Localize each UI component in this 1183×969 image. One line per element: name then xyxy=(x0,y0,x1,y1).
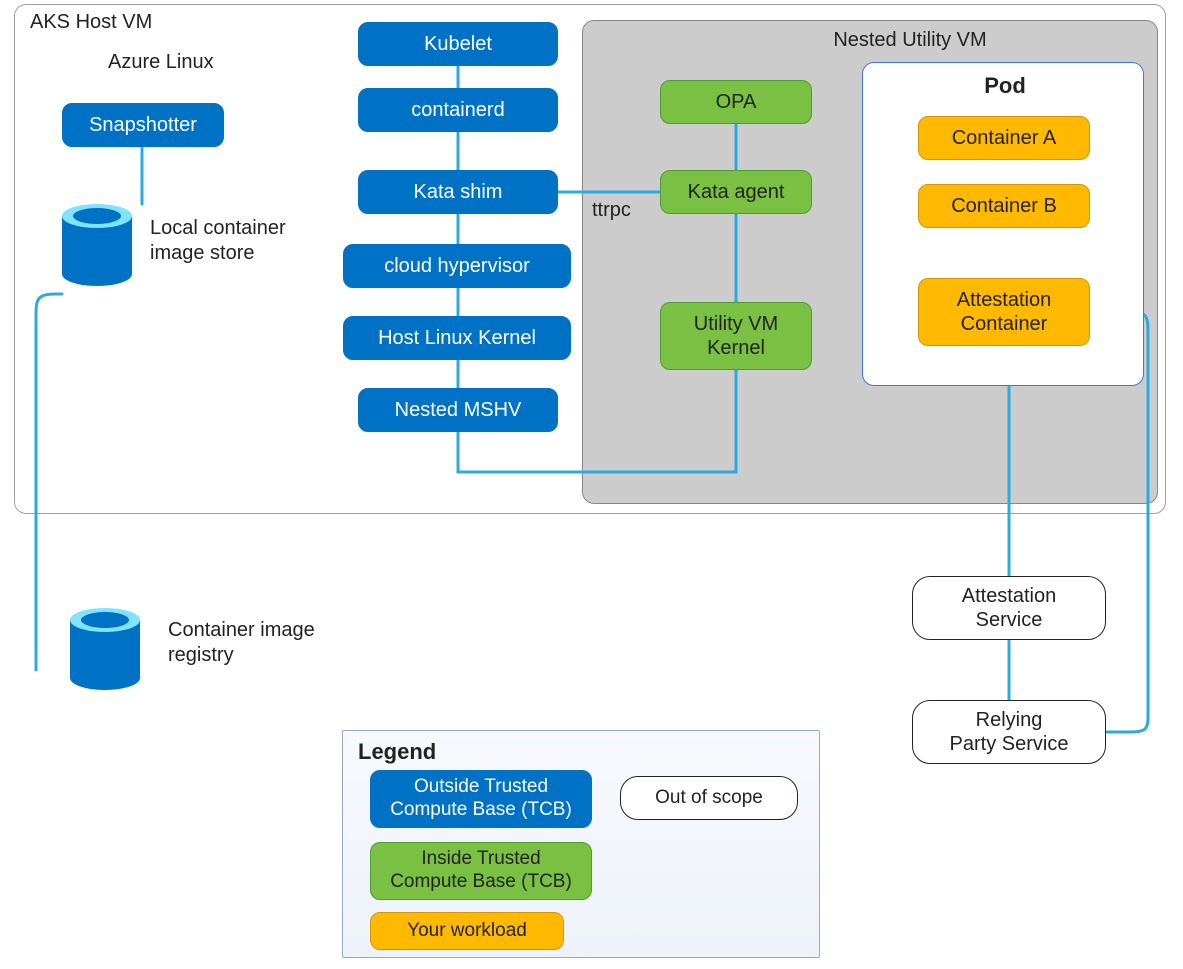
ttrpc-label: ttrpc xyxy=(592,198,631,223)
registry-cylinder-icon xyxy=(70,608,140,690)
utility-vm-kernel-node: Utility VM Kernel xyxy=(660,302,812,370)
opa-node: OPA xyxy=(660,80,812,124)
containerd-node: containerd xyxy=(358,88,558,132)
legend-inside-tcb: Inside Trusted Compute Base (TCB) xyxy=(370,842,592,900)
container-registry-label: Container image registry xyxy=(168,618,315,668)
attestation-service-node: Attestation Service xyxy=(912,576,1106,640)
container-b-node: Container B xyxy=(918,184,1090,228)
host-linux-kernel-node: Host Linux Kernel xyxy=(343,316,571,360)
container-a-node: Container A xyxy=(918,116,1090,160)
local-store-cylinder-icon xyxy=(62,204,132,286)
cloud-hypervisor-node: cloud hypervisor xyxy=(343,244,571,288)
legend-title: Legend xyxy=(358,738,436,766)
azure-linux-label: Azure Linux xyxy=(108,50,214,75)
relying-party-service-node: Relying Party Service xyxy=(912,700,1106,764)
kubelet-node: Kubelet xyxy=(358,22,558,66)
kata-shim-node: Kata shim xyxy=(358,170,558,214)
legend-outside-tcb: Outside Trusted Compute Base (TCB) xyxy=(370,770,592,828)
nested-vm-label: Nested Utility VM xyxy=(810,28,1010,53)
snapshotter-node: Snapshotter xyxy=(62,103,224,147)
kata-agent-node: Kata agent xyxy=(660,170,812,214)
legend-your-workload: Your workload xyxy=(370,912,564,950)
local-store-label: Local container image store xyxy=(150,216,286,266)
legend-out-of-scope: Out of scope xyxy=(620,776,798,820)
nested-mshv-node: Nested MSHV xyxy=(358,388,558,432)
pod-label: Pod xyxy=(960,72,1050,100)
aks-host-vm-label: AKS Host VM xyxy=(30,10,152,35)
attestation-container-node: Attestation Container xyxy=(918,278,1090,346)
